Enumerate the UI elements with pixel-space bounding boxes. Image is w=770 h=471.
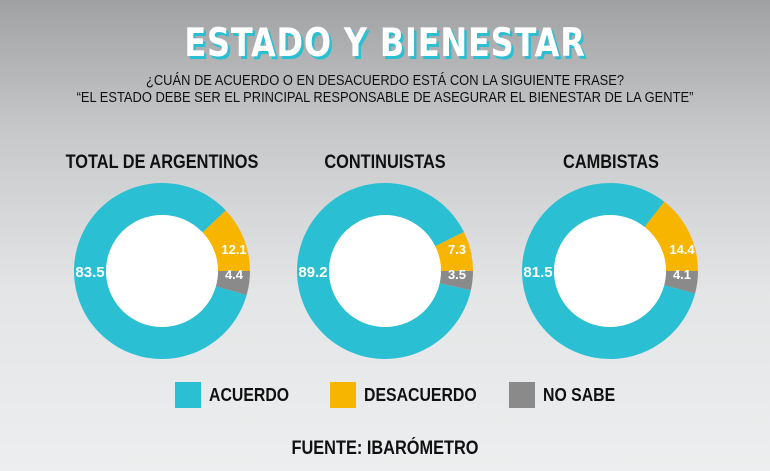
subtitle-statement: “EL ESTADO DEBE SER EL PRINCIPAL RESPONS… — [76, 89, 694, 106]
data-label-acuerdo: 81.5 — [523, 264, 552, 281]
data-label-desacuerdo: 14.4 — [669, 242, 695, 257]
legend-label-no-sabe: NO SABE — [543, 385, 616, 405]
slice-desacuerdo — [435, 232, 473, 271]
donut-hole — [329, 215, 441, 327]
data-label-no-sabe: 3.5 — [448, 267, 466, 282]
data-label-no-sabe: 4.1 — [673, 267, 691, 282]
slice-no-sabe — [664, 271, 698, 294]
slice-desacuerdo — [202, 210, 250, 271]
page-title: ESTADO Y BIENESTAR — [184, 21, 586, 66]
data-label-acuerdo: 89.2 — [298, 264, 327, 281]
donut-total: 83.5 12.1 4.4 — [73, 183, 250, 359]
legend-swatch-desacuerdo — [330, 382, 356, 408]
data-label-desacuerdo: 7.3 — [448, 242, 466, 257]
data-label-desacuerdo: 12.1 — [221, 242, 246, 257]
chart-title-continuistas: CONTINUISTAS — [324, 152, 446, 173]
slice-desacuerdo — [644, 201, 698, 271]
donut-hole — [554, 215, 666, 327]
slice-acuerdo — [297, 182, 471, 359]
chart-title-total: TOTAL DE ARGENTINOS — [65, 152, 259, 173]
legend-label-acuerdo: ACUERDO — [209, 385, 290, 405]
data-label-no-sabe: 4.4 — [225, 267, 244, 282]
data-label-acuerdo: 83.5 — [75, 264, 104, 281]
legend-swatch-acuerdo — [175, 382, 201, 408]
donut-hole — [106, 215, 218, 327]
legend-label-desacuerdo: DESACUERDO — [364, 385, 477, 405]
legend-swatch-no-sabe — [509, 382, 535, 408]
chart-title-cambistas: CAMBISTAS — [563, 152, 659, 173]
slice-no-sabe — [215, 271, 250, 296]
subtitle-question: ¿CUÁN DE ACUERDO O EN DESACUERDO ESTÁ CO… — [145, 72, 625, 89]
slice-acuerdo — [73, 183, 247, 359]
donut-cambistas: 81.5 14.4 4.1 — [522, 183, 698, 360]
donut-continuistas: 89.2 7.3 3.5 — [297, 182, 473, 359]
slice-acuerdo — [522, 183, 696, 360]
slice-no-sabe — [439, 271, 473, 291]
source-note: FUENTE: IBARÓMETRO — [291, 438, 479, 459]
